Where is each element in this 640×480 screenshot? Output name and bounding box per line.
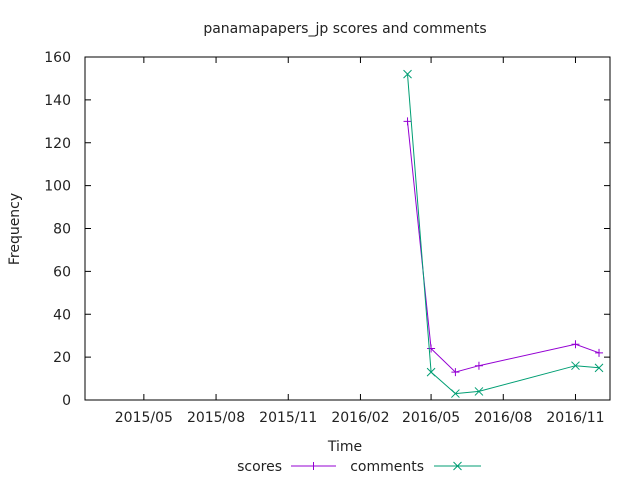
x-axis-label: Time xyxy=(327,439,362,455)
chart-title: panamapapers_jp scores and comments xyxy=(203,21,486,37)
legend-marker-scores xyxy=(309,462,318,470)
x-tick-label: 2016/02 xyxy=(331,410,389,426)
data-point-scores xyxy=(474,361,483,370)
legend-label-comments: comments xyxy=(350,459,424,475)
data-point-scores xyxy=(571,340,580,349)
y-tick-label: 60 xyxy=(53,264,71,280)
legend-label-scores: scores xyxy=(237,459,282,475)
y-tick-label: 0 xyxy=(62,393,71,409)
y-tick-label: 20 xyxy=(53,350,71,366)
x-tick-label: 2016/11 xyxy=(546,410,604,426)
legend-marker-comments xyxy=(453,461,462,471)
data-point-scores xyxy=(427,344,436,353)
x-axis: 2015/05 2015/08 2015/11 2016/02 2016/05 2016/… xyxy=(115,57,605,426)
data-point-scores xyxy=(403,117,412,126)
data-point-scores xyxy=(451,368,460,377)
data-point-comments xyxy=(426,367,436,377)
data-point-comments xyxy=(451,389,460,398)
x-tick-label: 2015/05 xyxy=(115,410,173,426)
y-tick-label: 80 xyxy=(53,222,71,238)
y-axis-label: Frequency xyxy=(7,193,23,265)
data-point-comments xyxy=(403,69,412,79)
x-tick-label: 2015/11 xyxy=(259,410,317,426)
y-tick-label: 120 xyxy=(44,136,71,152)
series-layer xyxy=(403,69,604,398)
x-tick-label: 2015/08 xyxy=(187,410,245,426)
x-tick-label: 2016/05 xyxy=(402,410,460,426)
y-tick-label: 40 xyxy=(53,307,71,323)
legend: scores comments xyxy=(237,459,481,475)
series-line-comments xyxy=(407,74,600,395)
series-line-scores xyxy=(407,121,600,373)
y-tick-label: 160 xyxy=(44,50,71,66)
y-axis: 0 20 40 60 80 100 120 140 160 xyxy=(44,50,610,409)
data-point-comments xyxy=(594,363,604,373)
x-tick-label: 2016/08 xyxy=(474,410,532,426)
plot-frame xyxy=(84,56,611,401)
y-tick-label: 100 xyxy=(44,179,71,195)
y-tick-label: 140 xyxy=(44,93,71,109)
data-point-comments xyxy=(474,387,484,396)
data-point-comments xyxy=(571,361,580,371)
data-point-scores xyxy=(595,348,604,357)
